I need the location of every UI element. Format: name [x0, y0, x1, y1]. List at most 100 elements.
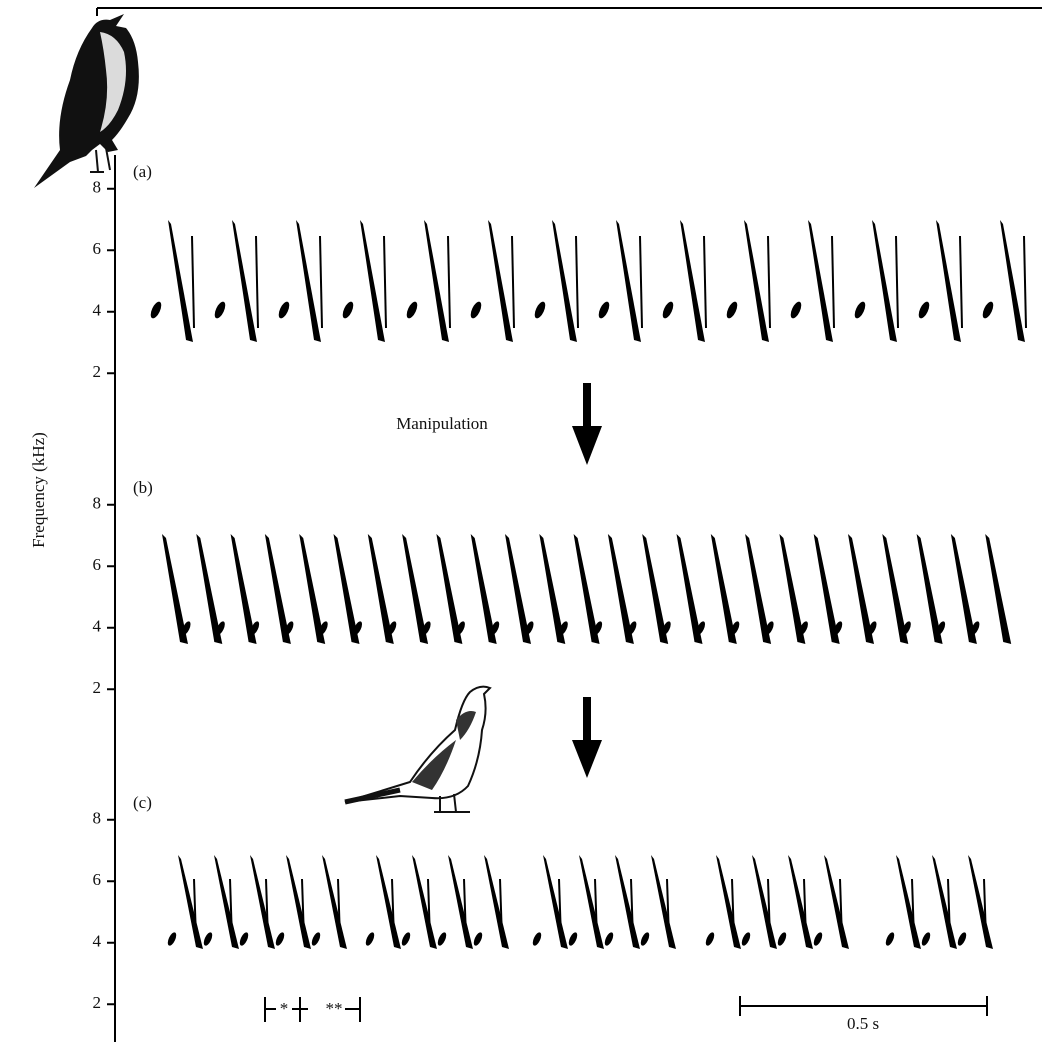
scale-bar-label: 0.5 s	[847, 1014, 879, 1033]
syllable	[178, 855, 203, 949]
syllable	[936, 220, 961, 342]
syllable	[872, 220, 897, 342]
bird-icon	[34, 14, 139, 188]
syllable	[824, 855, 849, 949]
syllable	[168, 220, 193, 342]
syllable	[896, 236, 898, 328]
y-tick-label: 6	[93, 555, 102, 574]
y-tick-label: 8	[93, 494, 102, 513]
figure: Frequency (kHz) Manipulation * ** 0.5 s …	[0, 0, 1042, 1048]
syllable	[202, 931, 214, 947]
syllable	[424, 220, 449, 342]
syllable	[384, 236, 386, 328]
syllable	[639, 931, 651, 947]
phrase-mark: *	[280, 999, 289, 1018]
syllable	[405, 300, 420, 320]
syllable	[214, 855, 239, 949]
syllable	[448, 855, 473, 949]
syllable	[651, 855, 676, 949]
panel-label: (c)	[133, 793, 152, 812]
syllable	[400, 931, 412, 947]
syllable	[360, 220, 385, 342]
syllable	[579, 855, 604, 949]
syllable	[740, 931, 752, 947]
arrow	[572, 697, 602, 778]
syllable	[448, 236, 450, 328]
syllable	[704, 931, 716, 947]
y-tick-label: 6	[93, 239, 102, 258]
syllable	[789, 300, 804, 320]
syllable	[616, 220, 641, 342]
syllable	[531, 931, 543, 947]
y-tick-label: 4	[93, 932, 102, 951]
syllable	[543, 855, 568, 949]
syllable	[832, 236, 834, 328]
syllable	[310, 931, 322, 947]
syllable	[776, 931, 788, 947]
syllable	[274, 931, 286, 947]
syllable	[968, 855, 993, 949]
syllable	[752, 855, 777, 949]
syllable	[788, 855, 813, 949]
syllable	[812, 931, 824, 947]
syllable	[615, 855, 640, 949]
syllable	[412, 855, 437, 949]
syllable	[725, 300, 740, 320]
y-tick-label: 8	[93, 809, 102, 828]
syllable	[960, 236, 962, 328]
syllable	[716, 855, 741, 949]
y-tick-label: 4	[93, 617, 102, 636]
syllable	[533, 300, 548, 320]
y-tick-label: 4	[93, 301, 102, 320]
y-tick-label: 2	[93, 678, 102, 697]
syllable	[808, 220, 833, 342]
syllable	[166, 931, 178, 947]
syllable	[341, 300, 356, 320]
syllable	[149, 300, 164, 320]
syllable	[469, 300, 484, 320]
syllable	[704, 236, 706, 328]
syllable	[567, 931, 579, 947]
syllable	[250, 855, 275, 949]
syllable	[917, 300, 932, 320]
arrow	[572, 383, 602, 465]
syllable	[256, 236, 258, 328]
panel-label: (a)	[133, 162, 152, 181]
y-tick-label: 2	[93, 362, 102, 381]
syllable	[884, 931, 896, 947]
syllable	[296, 220, 321, 342]
syllable	[286, 855, 311, 949]
syllable	[932, 855, 957, 949]
syllable	[322, 855, 347, 949]
syllable	[192, 236, 194, 328]
syllable	[1000, 220, 1025, 342]
syllable	[376, 855, 401, 949]
syllable	[981, 300, 996, 320]
syllable	[213, 300, 228, 320]
syllable	[744, 220, 769, 342]
syllable	[232, 220, 257, 342]
panel-label: (b)	[133, 478, 153, 497]
syllable	[597, 300, 612, 320]
syllable	[472, 931, 484, 947]
syllable	[680, 220, 705, 342]
syllable	[436, 931, 448, 947]
syllable	[768, 236, 770, 328]
y-tick-label: 8	[93, 178, 102, 197]
y-tick-label: 6	[93, 870, 102, 889]
syllable	[320, 236, 322, 328]
syllable	[512, 236, 514, 328]
syllable	[896, 855, 921, 949]
y-axis-label: Frequency (kHz)	[29, 432, 48, 548]
syllable	[1024, 236, 1026, 328]
syllable	[956, 931, 968, 947]
syllable	[488, 220, 513, 342]
syllable	[552, 220, 577, 342]
syllable	[277, 300, 292, 320]
syllable	[238, 931, 250, 947]
syllable	[661, 300, 676, 320]
y-tick-label: 2	[93, 993, 102, 1012]
syllable	[603, 931, 615, 947]
syllable	[640, 236, 642, 328]
syllable	[853, 300, 868, 320]
